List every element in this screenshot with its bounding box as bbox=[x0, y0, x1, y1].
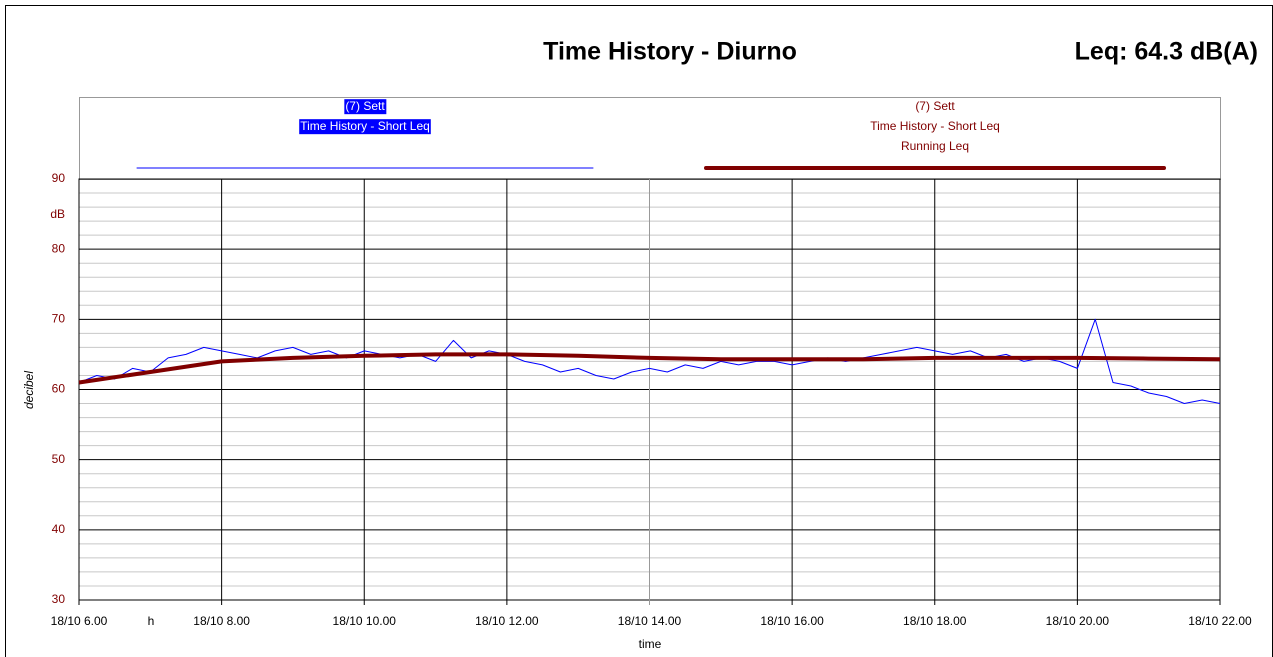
x-axis-label: time bbox=[639, 637, 662, 651]
legend-label: Time History - Short Leq bbox=[870, 119, 1000, 133]
legend-label: Time History - Short Leq bbox=[300, 119, 430, 133]
x-unit: h bbox=[148, 614, 155, 628]
y-tick-label: 30 bbox=[52, 592, 66, 606]
x-tick-label: 18/10 16.00 bbox=[760, 614, 824, 628]
x-tick-label: 18/10 18.00 bbox=[903, 614, 967, 628]
line bbox=[78, 352, 1221, 385]
chart-title: Time History - Diurno bbox=[543, 38, 797, 66]
y-tick-label: 60 bbox=[52, 382, 66, 396]
y-tick-label: 50 bbox=[52, 452, 66, 466]
y-tick-label: 80 bbox=[52, 241, 66, 255]
x-tick-label: 18/10 10.00 bbox=[333, 614, 397, 628]
legend-label: (7) Sett bbox=[915, 99, 955, 113]
y-tick-label: 90 bbox=[52, 171, 66, 185]
frame bbox=[5, 5, 1273, 657]
x-tick-label: 18/10 12.00 bbox=[475, 614, 539, 628]
x-tick-label: 18/10 6.00 bbox=[51, 614, 108, 628]
legend-highlight bbox=[299, 119, 431, 135]
x-tick-label: 18/10 22.00 bbox=[1188, 614, 1252, 628]
legend-label: (7) Sett bbox=[345, 99, 385, 113]
chart-subtitle: Leq: 64.3 dB(A) bbox=[1075, 38, 1258, 66]
legend-highlight bbox=[344, 99, 387, 115]
legend-label: Running Leq bbox=[901, 139, 969, 153]
y-axis-label: decibel bbox=[22, 371, 36, 409]
x-tick-label: 18/10 20.00 bbox=[1046, 614, 1110, 628]
x-tick-label: 18/10 8.00 bbox=[193, 614, 250, 628]
line bbox=[78, 318, 1221, 404]
y-tick-label: 40 bbox=[52, 522, 66, 536]
y-unit: dB bbox=[50, 207, 65, 221]
y-tick-label: 70 bbox=[52, 312, 66, 326]
x-tick-label: 18/10 14.00 bbox=[618, 614, 682, 628]
